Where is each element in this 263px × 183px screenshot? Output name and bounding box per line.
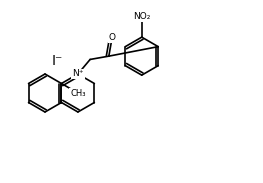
Text: CH₃: CH₃ — [70, 89, 86, 98]
Text: O: O — [109, 33, 116, 42]
Text: N⁺: N⁺ — [72, 70, 84, 79]
Text: NO₂: NO₂ — [133, 12, 150, 21]
Text: I⁻: I⁻ — [51, 54, 63, 68]
